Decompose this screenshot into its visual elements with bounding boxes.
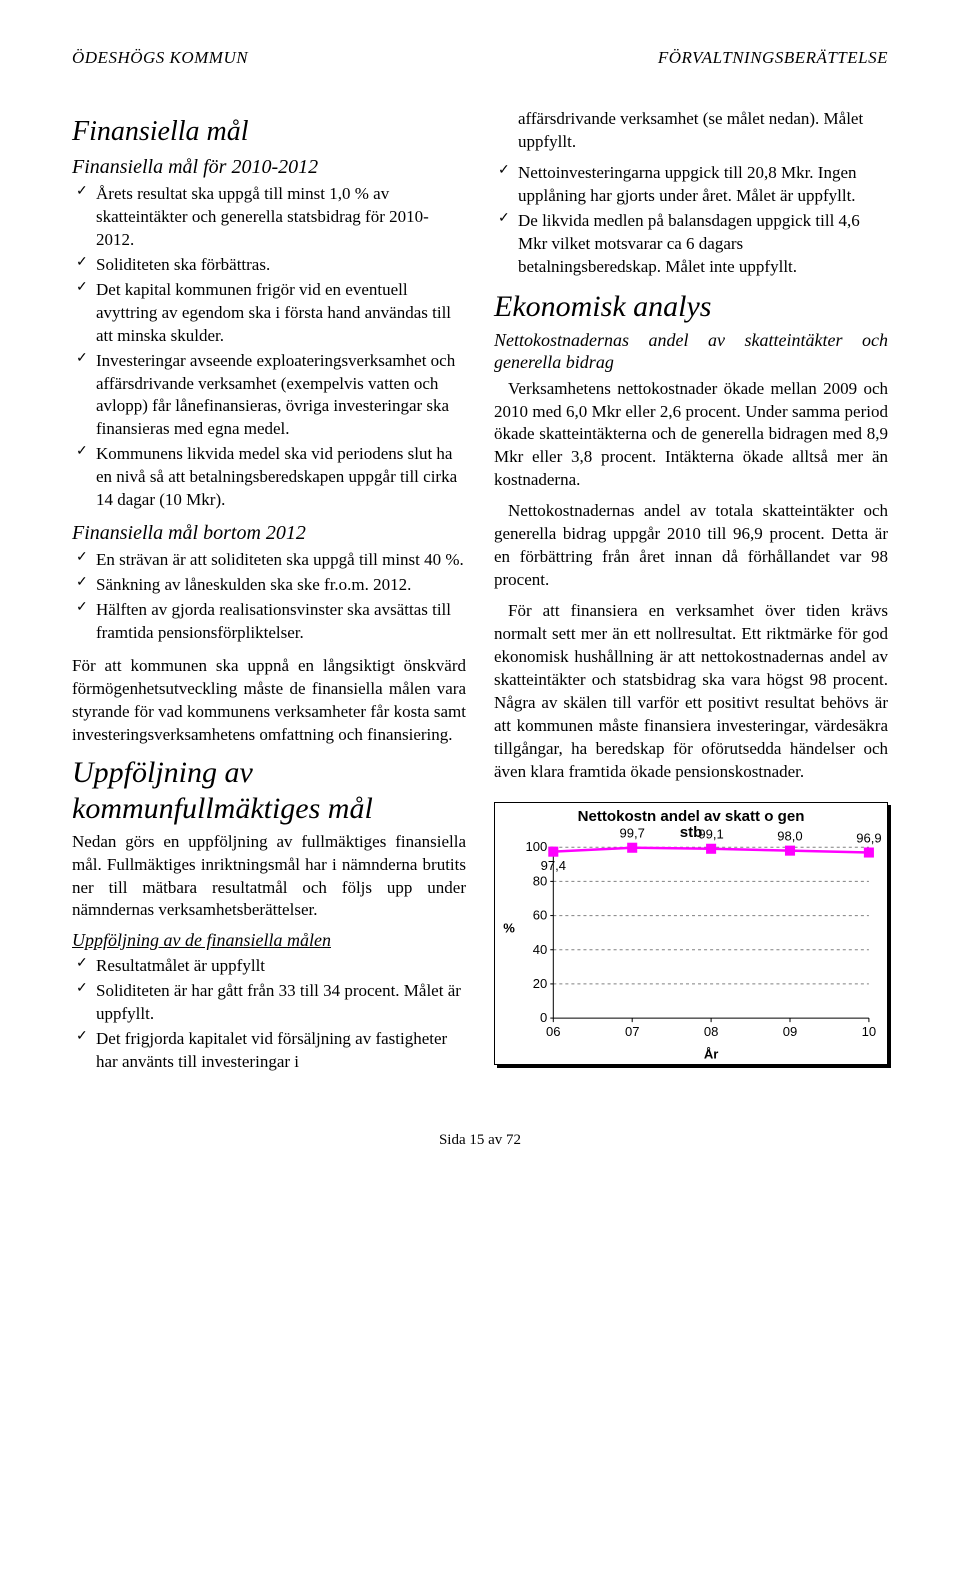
page-header: ÖDESHÖGS KOMMUN FÖRVALTNINGSBERÄTTELSE <box>72 48 888 68</box>
list-item: Soliditeten ska förbättras. <box>96 254 466 277</box>
list-item: Årets resultat ska uppgå till minst 1,0 … <box>96 183 466 252</box>
body-paragraph: Verksamhetens nettokostnader ökade mella… <box>494 378 888 493</box>
list-item: De likvida medlen på balansdagen uppgick… <box>518 210 888 279</box>
body-paragraph: För att finansiera en verksamhet över ti… <box>494 600 888 784</box>
svg-text:09: 09 <box>783 1024 798 1039</box>
subsection-italic: Nettokostnadernas andel av skatteintäkte… <box>494 329 888 374</box>
list-item: Investeringar avseende exploateringsverk… <box>96 350 466 442</box>
list-item: Nettoinvesteringarna uppgick till 20,8 M… <box>518 162 888 208</box>
svg-text:08: 08 <box>704 1024 719 1039</box>
svg-text:80: 80 <box>533 873 548 888</box>
body-paragraph: Nettokostnadernas andel av totala skatte… <box>494 500 888 592</box>
list-item: Resultatmålet är uppfyllt <box>96 955 466 978</box>
continuation-text: affärsdrivande verksamhet (se målet neda… <box>494 108 888 154</box>
right-column: affärsdrivande verksamhet (se målet neda… <box>494 104 888 1084</box>
body-paragraph: För att kommunen ska uppnå en långsiktig… <box>72 655 466 747</box>
section-heading: Uppföljning av kommunfullmäktiges mål <box>72 755 466 827</box>
nettokostn-chart: Nettokostn andel av skatt o genstb020406… <box>495 803 887 1064</box>
underlined-heading: Uppföljning av de finansiella målen <box>72 930 466 951</box>
list-item: Sänkning av låneskulden ska ske fr.o.m. … <box>96 574 466 597</box>
list-item: Hälften av gjorda realisationsvinster sk… <box>96 599 466 645</box>
list-item: En strävan är att soliditeten ska uppgå … <box>96 549 466 572</box>
left-column: Finansiella mål Finansiella mål för 2010… <box>72 104 466 1084</box>
svg-text:%: % <box>503 920 515 935</box>
svg-text:99,7: 99,7 <box>619 825 644 840</box>
svg-text:10: 10 <box>862 1024 877 1039</box>
svg-text:99,1: 99,1 <box>698 826 723 841</box>
list-item: Soliditeten är har gått från 33 till 34 … <box>96 980 466 1026</box>
subsection-heading: Finansiella mål för 2010-2012 <box>72 156 466 179</box>
svg-text:98,0: 98,0 <box>777 828 802 843</box>
header-left: ÖDESHÖGS KOMMUN <box>72 48 248 68</box>
followup-list: Resultatmålet är uppfyllt Soliditeten är… <box>72 955 466 1074</box>
subsection-heading: Finansiella mål bortom 2012 <box>72 522 466 545</box>
body-paragraph: Nedan görs en uppföljning av fullmäktige… <box>72 831 466 923</box>
svg-text:07: 07 <box>625 1024 640 1039</box>
chart-container: Nettokostn andel av skatt o genstb020406… <box>494 802 888 1065</box>
svg-text:40: 40 <box>533 941 548 956</box>
header-right: FÖRVALTNINGSBERÄTTELSE <box>658 48 888 68</box>
svg-text:20: 20 <box>533 975 548 990</box>
svg-text:96,9: 96,9 <box>856 830 881 845</box>
list-item: Det frigjorda kapitalet vid försäljning … <box>96 1028 466 1074</box>
section-heading: Ekonomisk analys <box>494 289 888 325</box>
svg-text:97,4: 97,4 <box>541 857 566 872</box>
section-heading: Finansiella mål <box>72 116 466 148</box>
svg-text:0: 0 <box>540 1010 547 1025</box>
svg-text:06: 06 <box>546 1024 561 1039</box>
svg-text:100: 100 <box>525 839 547 854</box>
goal-list-beyond-2012: En strävan är att soliditeten ska uppgå … <box>72 549 466 645</box>
svg-text:60: 60 <box>533 907 548 922</box>
list-item: Kommunens likvida medel ska vid perioden… <box>96 443 466 512</box>
page-footer: Sida 15 av 72 <box>72 1132 888 1149</box>
goal-list-2010-2012: Årets resultat ska uppgå till minst 1,0 … <box>72 183 466 512</box>
svg-text:År: År <box>704 1046 719 1061</box>
followup-list-continued: Nettoinvesteringarna uppgick till 20,8 M… <box>494 162 888 279</box>
list-item: Det kapital kommunen frigör vid en event… <box>96 279 466 348</box>
